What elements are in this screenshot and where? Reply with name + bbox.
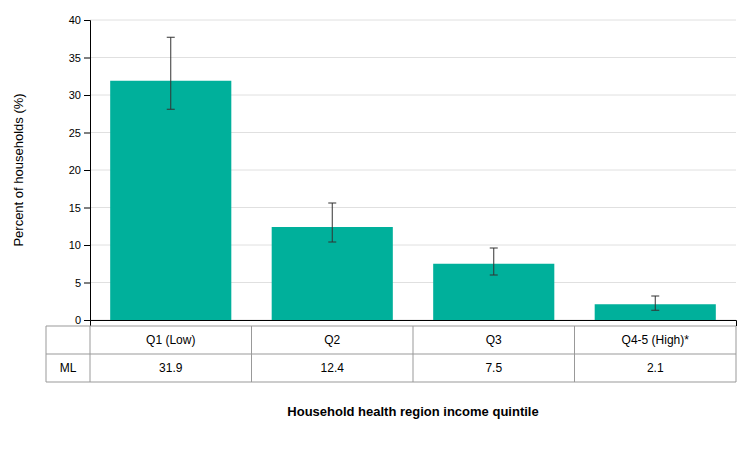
x-axis-line <box>91 321 737 327</box>
x-axis-title: Household health region income quintile <box>287 404 538 419</box>
y-tick: 35 <box>69 52 90 64</box>
error-bar-stem <box>493 248 494 275</box>
category-label: Q3 <box>486 333 502 347</box>
y-tick-label: 35 <box>69 52 81 64</box>
error-bar-cap <box>490 275 498 276</box>
error-bar-cap <box>490 248 498 249</box>
error-bar-cap <box>167 37 175 38</box>
y-tick-mark <box>84 20 90 21</box>
error-bar-cap <box>651 310 659 311</box>
y-tick: 15 <box>69 202 90 214</box>
y-tick-label: 40 <box>69 14 81 26</box>
y-tick: 10 <box>69 239 90 251</box>
y-tick-mark <box>84 320 90 321</box>
table-border <box>736 326 737 382</box>
error-bar-cap <box>328 203 336 204</box>
error-bar-cap <box>167 109 175 110</box>
error-bar-stem <box>655 296 656 310</box>
y-tick-mark <box>84 208 90 209</box>
chart: 0 5 10 15 20 25 30 35 40 ML Q1 (Low) 31.9 Q2 12.4 Q3 7.… <box>0 0 756 454</box>
data-label: 12.4 <box>321 361 345 375</box>
table-border <box>46 382 736 383</box>
y-axis-title: Percent of households (%) <box>11 93 26 246</box>
data-label: 7.5 <box>485 361 502 375</box>
table-border <box>46 354 736 355</box>
error-bar <box>651 296 659 310</box>
y-tick-label: 15 <box>69 202 81 214</box>
y-tick-mark <box>84 283 90 284</box>
error-bar-cap <box>651 296 659 297</box>
plot: 0 5 10 15 20 25 30 35 40 <box>69 14 737 326</box>
table-border <box>251 326 252 382</box>
error-bar-cap <box>328 242 336 243</box>
y-tick-mark <box>84 58 90 59</box>
marks <box>110 37 716 320</box>
y-tick: 0 <box>75 314 90 326</box>
table-border <box>574 326 575 382</box>
y-axis-line <box>84 21 91 321</box>
table: ML Q1 (Low) 31.9 Q2 12.4 Q3 7.5 Q4-5 (High)* 2.1 <box>46 326 736 382</box>
data-label: 31.9 <box>159 361 183 375</box>
grid-line <box>90 20 736 21</box>
y-tick-mark <box>84 133 90 134</box>
grid-line <box>90 57 736 58</box>
error-bar <box>490 248 498 275</box>
y-tick-label: 30 <box>69 89 81 101</box>
table-border <box>46 326 47 382</box>
table-border <box>90 326 91 382</box>
y-tick: 30 <box>69 89 90 101</box>
category-label: Q2 <box>324 333 340 347</box>
y-tick: 20 <box>69 164 90 176</box>
y-tick-label: 25 <box>69 127 81 139</box>
y-tick-label: 5 <box>75 277 81 289</box>
category-label: Q1 (Low) <box>146 333 195 347</box>
y-tick-mark <box>84 95 90 96</box>
error-bar <box>167 37 175 109</box>
y-tick-mark <box>84 245 90 246</box>
table-border <box>46 326 736 327</box>
y-tick: 5 <box>75 277 90 289</box>
error-bar-stem <box>332 203 333 242</box>
table-row-label: ML <box>60 361 77 375</box>
y-tick-label: 0 <box>75 314 81 326</box>
x-axis <box>91 321 737 327</box>
y-tick: 25 <box>69 127 90 139</box>
y-tick-mark <box>84 170 90 171</box>
y-axis: 0 5 10 15 20 25 30 35 40 <box>69 14 91 326</box>
bar <box>110 81 231 320</box>
error-bar <box>328 203 336 242</box>
y-tick-label: 10 <box>69 239 81 251</box>
y-tick: 40 <box>69 14 90 26</box>
error-bar-stem <box>170 37 171 109</box>
y-tick-label: 20 <box>69 164 81 176</box>
table-border <box>413 326 414 382</box>
category-label: Q4-5 (High)* <box>622 333 690 347</box>
grid <box>90 20 736 320</box>
data-label: 2.1 <box>647 361 664 375</box>
